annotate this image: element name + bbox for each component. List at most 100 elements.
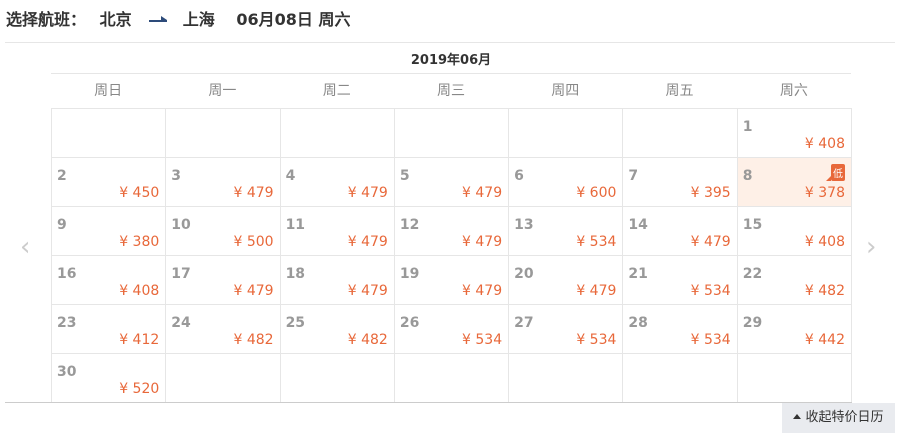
- calendar-day[interactable]: 12 ¥ 479: [394, 207, 510, 256]
- calendar-day[interactable]: 19 ¥ 479: [394, 256, 510, 305]
- day-price: ¥ 479: [347, 283, 388, 299]
- prev-month-icon[interactable]: ‹: [20, 232, 31, 262]
- next-month-icon[interactable]: ›: [866, 232, 877, 262]
- day-price: ¥ 479: [233, 283, 274, 299]
- header-label: 选择航班：: [6, 10, 87, 29]
- day-number: 4: [285, 168, 296, 184]
- calendar-day[interactable]: 28 ¥ 534: [623, 305, 738, 354]
- day-number: 21: [628, 266, 648, 282]
- day-number: 20: [514, 266, 534, 282]
- calendar-day[interactable]: 3 ¥ 479: [166, 158, 281, 207]
- calendar-day[interactable]: 15 ¥ 408: [737, 207, 852, 256]
- calendar-day[interactable]: 4 ¥ 479: [280, 158, 395, 207]
- origin-city: 北京: [99, 10, 132, 29]
- day-number: 13: [514, 217, 534, 233]
- day-price: ¥ 408: [119, 283, 160, 299]
- calendar-day[interactable]: 25 ¥ 482: [280, 305, 395, 354]
- collapse-calendar-button[interactable]: 收起特价日历: [782, 403, 895, 433]
- calendar-empty-cell: [280, 354, 395, 403]
- day-price: ¥ 450: [119, 185, 160, 201]
- day-number: 12: [399, 217, 420, 233]
- selected-date: 06月08日 周六: [236, 10, 351, 29]
- calendar-empty-cell: [623, 109, 738, 158]
- day-number: 30: [57, 364, 77, 380]
- day-price: ¥ 380: [119, 234, 160, 250]
- calendar-day[interactable]: 7 ¥ 395: [623, 158, 738, 207]
- day-number: 26: [399, 315, 420, 331]
- calendar-day[interactable]: 21 ¥ 534: [623, 256, 738, 305]
- calendar-empty-cell: [509, 109, 624, 158]
- day-number: 25: [285, 315, 306, 331]
- calendar-day[interactable]: 23 ¥ 412: [52, 305, 167, 354]
- day-price: ¥ 479: [462, 234, 503, 250]
- weekday-label: 周一: [208, 83, 237, 99]
- day-number: 22: [742, 266, 763, 282]
- day-number: 24: [171, 315, 191, 331]
- day-price: ¥ 534: [462, 332, 503, 348]
- day-price: ¥ 534: [690, 283, 731, 299]
- day-price: ¥ 534: [690, 332, 731, 348]
- day-number: 5: [399, 168, 410, 184]
- day-price: ¥ 534: [576, 234, 617, 250]
- day-number: 27: [514, 315, 534, 331]
- weekday-label: 周二: [322, 83, 351, 99]
- price-calendar-grid: 1 ¥ 408 2 ¥ 450 3 ¥ 479 4 ¥ 479 5 ¥ 479 6 ¥ 600 7 ¥ 3…: [51, 108, 852, 403]
- arrow-right-icon: [149, 15, 168, 22]
- calendar-day[interactable]: 6 ¥ 600: [509, 158, 624, 207]
- day-number: 15: [742, 217, 763, 233]
- day-number: 10: [171, 217, 191, 233]
- calendar-day[interactable]: 29 ¥ 442: [737, 305, 852, 354]
- day-price: ¥ 395: [690, 185, 731, 201]
- day-price: ¥ 482: [233, 332, 274, 348]
- day-price: ¥ 442: [804, 332, 845, 348]
- calendar-day[interactable]: 30 ¥ 520: [52, 354, 167, 403]
- calendar-day[interactable]: 11 ¥ 479: [280, 207, 395, 256]
- day-price: ¥ 479: [462, 283, 503, 299]
- calendar-day[interactable]: 8 ¥ 378 低: [737, 158, 852, 207]
- calendar-empty-cell: [737, 354, 852, 403]
- month-title: 2019年06月: [410, 53, 492, 68]
- collapse-label: 收起特价日历: [805, 410, 884, 425]
- day-number: 19: [399, 266, 420, 282]
- day-number: 2: [57, 168, 67, 184]
- flight-selection-header: 选择航班： 北京 上海 06月08日 周六: [6, 6, 358, 30]
- calendar-day[interactable]: 2 ¥ 450: [52, 158, 167, 207]
- calendar-day[interactable]: 20 ¥ 479: [509, 256, 624, 305]
- calendar-day[interactable]: 27 ¥ 534: [509, 305, 624, 354]
- day-price: ¥ 412: [119, 332, 160, 348]
- calendar-day[interactable]: 18 ¥ 479: [280, 256, 395, 305]
- day-number: 9: [57, 217, 67, 233]
- day-number: 7: [628, 168, 639, 184]
- weekday-label: 周日: [94, 83, 123, 99]
- day-price: ¥ 500: [233, 234, 274, 250]
- calendar-day[interactable]: 13 ¥ 534: [509, 207, 624, 256]
- calendar-empty-cell: [509, 354, 624, 403]
- day-price: ¥ 479: [347, 185, 388, 201]
- day-price: ¥ 520: [119, 381, 160, 397]
- calendar-day[interactable]: 1 ¥ 408: [737, 109, 852, 158]
- day-number: 6: [514, 168, 524, 184]
- divider: [5, 42, 895, 43]
- day-price: ¥ 479: [462, 185, 503, 201]
- calendar-day[interactable]: 24 ¥ 482: [166, 305, 281, 354]
- weekday-label: 周六: [779, 83, 808, 99]
- calendar-empty-cell: [394, 354, 510, 403]
- calendar-day[interactable]: 9 ¥ 380: [52, 207, 167, 256]
- calendar-empty-cell: [280, 109, 395, 158]
- day-number: 11: [285, 217, 306, 233]
- day-price: ¥ 479: [347, 234, 388, 250]
- calendar-day[interactable]: 26 ¥ 534: [394, 305, 510, 354]
- calendar-day[interactable]: 10 ¥ 500: [166, 207, 281, 256]
- calendar-day[interactable]: 22 ¥ 482: [737, 256, 852, 305]
- calendar-day[interactable]: 16 ¥ 408: [52, 256, 167, 305]
- destination-city: 上海: [182, 10, 215, 29]
- weekday-label: 周三: [436, 83, 465, 99]
- calendar-day[interactable]: 17 ¥ 479: [166, 256, 281, 305]
- weekday-label: 周四: [551, 83, 580, 99]
- day-price: ¥ 600: [576, 185, 617, 201]
- calendar-day[interactable]: 5 ¥ 479: [394, 158, 510, 207]
- caret-up-icon: [793, 413, 802, 419]
- divider: [5, 402, 852, 403]
- divider: [51, 73, 851, 74]
- calendar-day[interactable]: 14 ¥ 479: [623, 207, 738, 256]
